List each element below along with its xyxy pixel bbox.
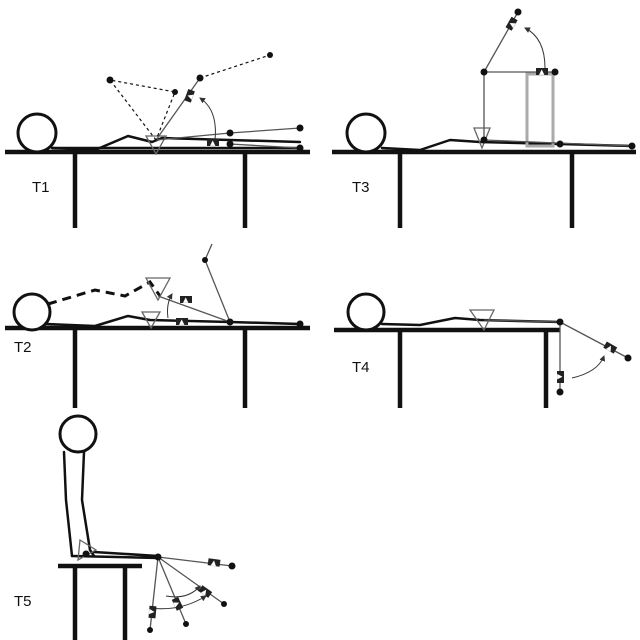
joint-dot <box>551 68 559 76</box>
joint-dot <box>147 627 153 633</box>
sensor-icon: ▲ <box>556 371 564 383</box>
head <box>346 292 386 332</box>
joint-dot <box>296 124 304 132</box>
panel-t2: ▲ ▲ T2 <box>5 243 310 408</box>
raised-thigh <box>155 77 201 141</box>
sensor-icon: ▲ <box>171 596 184 611</box>
svg-text:▲: ▲ <box>210 139 216 147</box>
sensor-icon: ▲ <box>536 68 548 76</box>
panel-t5: ▲ ▲ ▲ ▲ T5 <box>14 414 236 640</box>
joint-dot <box>202 257 208 263</box>
body-outline <box>44 314 302 328</box>
panel-t4: ▲ ▲ T4 <box>334 292 632 408</box>
joint-dot <box>296 144 304 152</box>
joint-dot <box>221 601 227 607</box>
sensor-icon: ▲ <box>207 139 219 147</box>
joint-dot <box>226 140 234 148</box>
svg-text:▲: ▲ <box>556 374 564 380</box>
body-outline <box>62 450 96 558</box>
shank-segment <box>229 127 301 134</box>
svg-text:▲: ▲ <box>605 343 614 353</box>
panel-t3: ▲ ▲ T3 <box>332 8 636 228</box>
joint-dot <box>480 136 488 144</box>
joint-dot <box>196 74 204 82</box>
joint-dot <box>228 562 236 570</box>
joint-dot <box>556 318 564 326</box>
sensor-icon: ▲ <box>505 16 518 31</box>
joint-dot <box>154 553 162 561</box>
joint-dot <box>624 354 632 362</box>
svg-text:▲: ▲ <box>200 587 210 597</box>
sensor-icon: ▲ <box>198 585 213 598</box>
svg-text:▲: ▲ <box>172 600 182 609</box>
sensor-icon: ▲ <box>176 318 188 326</box>
joint-dot <box>226 129 234 137</box>
panel-label-t3: T3 <box>352 179 370 196</box>
trajectory-dotted <box>108 79 176 141</box>
head <box>16 112 58 154</box>
pelvis-marker <box>144 277 172 302</box>
rotation-arrow <box>524 27 546 69</box>
sensor-icon: ▲ <box>207 558 221 568</box>
trajectory-dotted <box>199 54 271 79</box>
joint-dot <box>480 68 488 76</box>
joint-dot <box>556 140 564 148</box>
body-outline <box>380 138 634 152</box>
svg-text:▲: ▲ <box>148 609 156 616</box>
panel-label-t1: T1 <box>32 179 50 196</box>
thigh-segment <box>155 132 231 141</box>
pelvis-marker <box>144 135 168 156</box>
shank-segment <box>204 259 231 323</box>
rotation-arrow <box>165 585 201 598</box>
sensor-icon: ▲ <box>180 296 192 304</box>
svg-text:▲: ▲ <box>210 559 217 568</box>
shank-segment <box>229 143 301 149</box>
head <box>58 414 98 454</box>
sensor-icon: ▲ <box>184 88 195 103</box>
raised-body-dashed <box>47 280 162 306</box>
pelvis-marker <box>140 311 162 330</box>
panel-label-t5: T5 <box>14 593 32 610</box>
thigh-segment <box>483 319 561 323</box>
joint-dot <box>514 8 522 16</box>
head <box>12 292 52 332</box>
body-outline <box>50 134 302 152</box>
shank-position <box>149 556 159 631</box>
rotation-arrow <box>571 355 606 379</box>
panel-label-t2: T2 <box>14 339 32 356</box>
joint-dot <box>82 550 90 558</box>
extended-shank <box>559 321 629 359</box>
rotation-arrow <box>199 97 216 141</box>
svg-text:▲: ▲ <box>183 296 189 304</box>
joint-dot <box>296 320 304 328</box>
joint-dot <box>183 621 189 627</box>
joint-dot <box>267 52 273 58</box>
shank-position <box>157 556 187 625</box>
svg-text:▲: ▲ <box>179 318 185 326</box>
panel-label-t4: T4 <box>352 359 370 376</box>
svg-text:▲: ▲ <box>507 19 517 28</box>
head <box>345 112 387 154</box>
svg-text:▲: ▲ <box>185 92 195 100</box>
joint-dot <box>628 142 636 150</box>
shank-position <box>157 556 225 605</box>
svg-text:▲: ▲ <box>539 68 545 76</box>
joint-dot <box>106 76 114 84</box>
joint-dot <box>226 318 234 326</box>
joint-dot <box>556 388 564 396</box>
panel-t1: ▲ ▲ T1 <box>5 52 310 228</box>
thigh-segment <box>157 295 231 323</box>
rotation-arrow <box>166 293 173 319</box>
joint-dot <box>172 89 178 95</box>
sensor-icon: ▲ <box>603 341 618 354</box>
sensor-icon: ▲ <box>148 605 157 619</box>
support-frame <box>525 72 555 148</box>
